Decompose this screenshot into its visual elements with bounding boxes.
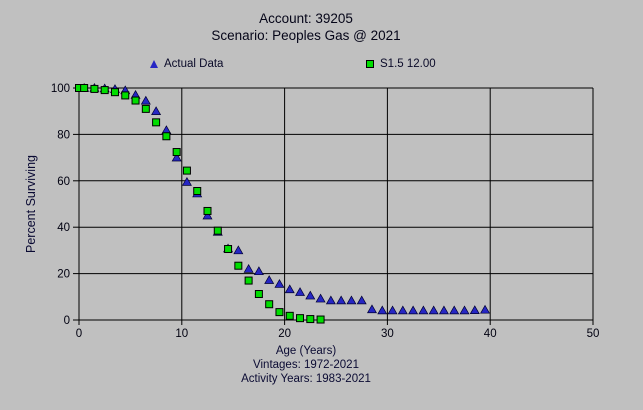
x-tick-label: 30 <box>381 328 394 340</box>
data-point-square <box>265 300 274 309</box>
data-point-triangle <box>459 305 470 315</box>
activity-years-caption: Activity Years: 1983-2021 <box>241 373 371 385</box>
account-title: Account: 39205 <box>259 11 353 26</box>
data-point-triangle <box>305 290 316 300</box>
data-point-triangle <box>377 305 388 315</box>
data-point-triangle <box>469 305 480 315</box>
square-marker-icon <box>366 59 374 68</box>
data-point-triangle <box>336 295 347 305</box>
data-point-triangle <box>387 305 398 315</box>
y-tick-label: 80 <box>57 129 70 141</box>
data-point-square <box>90 84 99 93</box>
data-point-square <box>162 132 171 141</box>
data-point-square <box>254 290 263 299</box>
data-point-triangle <box>284 284 295 294</box>
data-point-square <box>213 226 222 235</box>
y-tick-label: 60 <box>57 176 70 188</box>
data-point-triangle <box>243 263 254 273</box>
data-point-square <box>193 187 202 196</box>
data-point-triangle <box>418 305 429 315</box>
x-tick-label: 0 <box>76 328 82 340</box>
data-point-square <box>121 91 130 100</box>
x-tick-label: 20 <box>278 328 291 340</box>
data-point-triangle <box>397 305 408 315</box>
data-point-triangle <box>264 275 275 284</box>
data-point-triangle <box>274 279 285 288</box>
data-point-square <box>203 206 212 215</box>
y-tick-label: 0 <box>64 315 70 327</box>
data-point-square <box>152 118 161 127</box>
scenario-title: Scenario: Peoples Gas @ 2021 <box>211 28 401 43</box>
data-point-square <box>80 84 89 92</box>
data-point-square <box>285 311 294 320</box>
legend-label-actual-data: Actual Data <box>164 57 224 70</box>
y-tick-label: 40 <box>57 222 70 234</box>
data-point-triangle <box>480 304 491 314</box>
data-point-triangle <box>315 293 326 303</box>
legend-label-iowa-curve: S1.5 12.00 <box>380 57 436 70</box>
x-tick-label: 40 <box>484 328 497 340</box>
data-point-triangle <box>438 305 449 315</box>
y-tick-label: 20 <box>57 269 70 281</box>
data-point-triangle <box>171 152 182 162</box>
data-point-triangle <box>346 295 357 305</box>
data-point-square <box>141 104 150 113</box>
data-point-triangle <box>325 295 336 305</box>
data-point-triangle <box>253 266 264 276</box>
data-point-square <box>275 308 284 317</box>
x-tick-label: 50 <box>587 328 600 340</box>
data-point-triangle <box>202 210 213 220</box>
data-point-square <box>296 314 305 323</box>
data-point-square <box>316 315 325 324</box>
y-tick-label: 100 <box>51 83 70 95</box>
data-point-square <box>110 88 119 97</box>
data-point-square <box>182 166 191 175</box>
vintages-caption: Vintages: 1972-2021 <box>253 359 359 371</box>
triangle-marker-icon <box>150 59 158 68</box>
chart-titles: Account: 39205 Scenario: Peoples Gas @ 2… <box>0 10 612 44</box>
data-point-triangle <box>408 305 419 315</box>
data-point-triangle <box>181 176 192 186</box>
data-point-square <box>131 96 140 105</box>
data-point-square <box>244 276 253 285</box>
x-tick-label: 10 <box>175 328 188 340</box>
legend-item-iowa-curve: S1.5 12.00 <box>366 57 436 70</box>
data-point-square <box>224 245 233 254</box>
data-point-triangle <box>295 287 306 296</box>
data-point-square <box>172 148 181 157</box>
x-axis-title: Age (Years) <box>275 345 337 357</box>
legend-item-actual-data: Actual Data <box>150 57 223 70</box>
chart-footer: Age (Years) Vintages: 1972-2021 Activity… <box>0 344 612 386</box>
data-point-triangle <box>356 295 367 305</box>
data-point-triangle <box>366 304 377 314</box>
data-point-square <box>234 261 243 270</box>
data-point-square <box>100 86 109 95</box>
data-point-triangle <box>449 305 460 315</box>
data-point-triangle <box>140 95 151 105</box>
data-point-triangle <box>151 106 162 115</box>
data-point-square <box>306 315 315 324</box>
data-point-triangle <box>428 305 439 315</box>
data-point-triangle <box>233 245 244 255</box>
